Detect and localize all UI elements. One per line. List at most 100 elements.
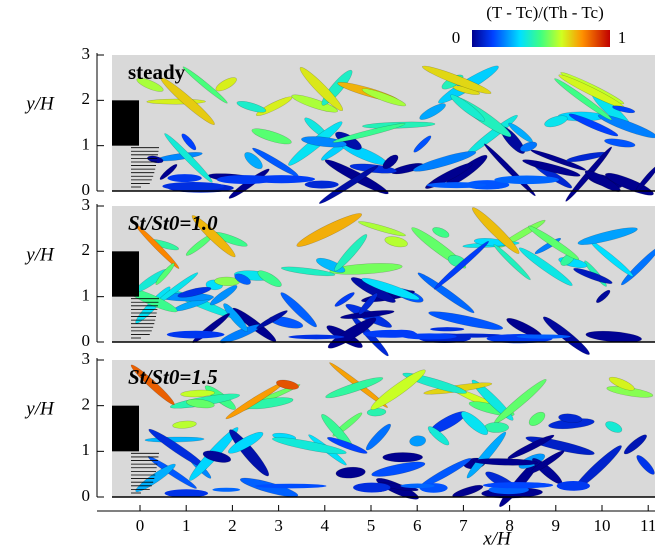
vortex-tube bbox=[370, 369, 426, 410]
vortex-tube bbox=[361, 88, 407, 107]
vortex-tube bbox=[605, 172, 654, 196]
vortex-tube bbox=[528, 411, 546, 426]
vortex-tube bbox=[358, 292, 378, 315]
vortex-tube bbox=[577, 227, 638, 245]
vortex-tube bbox=[164, 133, 213, 183]
vortex-tube bbox=[327, 437, 368, 454]
vortex-tube bbox=[384, 236, 408, 248]
vortex-tube bbox=[530, 450, 565, 474]
vortex-tube bbox=[223, 303, 248, 332]
vortex-tube bbox=[329, 263, 403, 275]
vortex-tube bbox=[471, 207, 520, 254]
near-wall-structure bbox=[212, 487, 241, 492]
vortex-tube bbox=[493, 244, 531, 281]
vortex-tube bbox=[433, 240, 489, 290]
vortex-tube bbox=[412, 150, 477, 172]
vortex-tube bbox=[147, 155, 164, 164]
y-tick-label: 3 bbox=[82, 195, 91, 214]
vortex-tube bbox=[422, 65, 492, 95]
near-wall-structure bbox=[166, 330, 225, 339]
vortex-tube bbox=[605, 421, 623, 433]
vortex-tube bbox=[519, 141, 538, 152]
vortex-tube bbox=[507, 434, 555, 460]
vortex-tube bbox=[202, 450, 232, 463]
near-wall-structure bbox=[288, 334, 345, 340]
near-wall-structure bbox=[426, 182, 487, 189]
vortex-tube bbox=[382, 452, 423, 463]
backward-step bbox=[112, 251, 139, 297]
vortex-tube bbox=[180, 389, 215, 398]
vortex-structures bbox=[130, 362, 655, 508]
x-tick-label: 1 bbox=[182, 516, 191, 535]
backward-step bbox=[112, 405, 139, 452]
vortex-tube bbox=[182, 66, 228, 104]
vortex-tube bbox=[554, 78, 613, 121]
vortex-tube bbox=[318, 165, 379, 204]
x-tick-label: 4 bbox=[321, 516, 330, 535]
vortex-tube bbox=[544, 115, 568, 128]
vortex-tube bbox=[413, 135, 432, 153]
vortex-tube bbox=[236, 100, 267, 113]
vortex-tube bbox=[428, 311, 504, 330]
vortex-tube bbox=[522, 159, 581, 177]
vortex-tube bbox=[518, 247, 573, 286]
y-tick-label: 2 bbox=[82, 395, 91, 414]
panel-label: steady bbox=[128, 60, 186, 84]
x-tick-label: 8 bbox=[505, 516, 514, 535]
x-tick-label: 6 bbox=[413, 516, 422, 535]
y-tick-label: 0 bbox=[82, 331, 91, 350]
vortex-tube bbox=[155, 262, 175, 285]
vortex-tube bbox=[635, 165, 655, 193]
near-wall-structure bbox=[304, 180, 339, 189]
vortex-tube bbox=[177, 286, 212, 298]
vortex-tube bbox=[130, 364, 175, 406]
vortex-tube bbox=[358, 221, 406, 237]
near-wall-structure bbox=[401, 333, 457, 340]
vortex-tube bbox=[215, 77, 237, 92]
y-tick-label: 3 bbox=[82, 349, 91, 368]
vortex-tube bbox=[301, 136, 347, 148]
vortex-tube bbox=[172, 420, 197, 429]
near-wall-structure bbox=[353, 482, 391, 493]
vortex-tube bbox=[148, 428, 208, 470]
vortex-tube bbox=[159, 163, 178, 180]
x-tick-label: 11 bbox=[640, 516, 655, 535]
vortex-tube bbox=[299, 67, 344, 112]
vortex-tube bbox=[466, 431, 507, 479]
vortex-tube bbox=[244, 152, 263, 170]
x-tick-label: 3 bbox=[274, 516, 283, 535]
vortex-tube bbox=[335, 466, 366, 479]
panel-label: St/St0=1.0 bbox=[128, 211, 218, 235]
colorbar-title: (T - Tc)/(Th - Tc) bbox=[486, 3, 604, 22]
near-wall-structure bbox=[430, 327, 465, 332]
vortex-tube bbox=[334, 292, 355, 307]
vortex-tube bbox=[327, 317, 377, 349]
y-tick-label: 2 bbox=[82, 89, 91, 108]
near-wall-structure bbox=[494, 175, 560, 185]
vortex-tube bbox=[272, 437, 347, 455]
y-tick-label: 2 bbox=[82, 240, 91, 259]
vortex-tube bbox=[382, 154, 399, 170]
vortex-tube bbox=[365, 423, 391, 451]
vortex-tube bbox=[528, 225, 580, 261]
colorbar-max: 1 bbox=[618, 28, 627, 47]
vortex-tube bbox=[257, 270, 282, 287]
vortex-tube bbox=[568, 113, 619, 137]
vortex-tube bbox=[636, 455, 655, 475]
vortex-structures bbox=[136, 65, 655, 204]
vortex-tube bbox=[276, 379, 299, 390]
vortex-structures bbox=[125, 207, 655, 357]
vortex-tube bbox=[234, 273, 251, 285]
y-tick-label: 1 bbox=[82, 440, 91, 459]
vortex-tube bbox=[251, 128, 292, 145]
vortex-tube bbox=[608, 376, 635, 391]
vortex-tube bbox=[432, 227, 450, 238]
near-wall-structure bbox=[216, 175, 274, 184]
vortex-tube bbox=[361, 277, 420, 301]
vortex-tube bbox=[450, 94, 485, 122]
vortex-tube bbox=[472, 458, 538, 466]
vortex-tube bbox=[419, 103, 446, 120]
near-wall-structure bbox=[164, 489, 209, 498]
y-tick-label: 1 bbox=[82, 286, 91, 305]
